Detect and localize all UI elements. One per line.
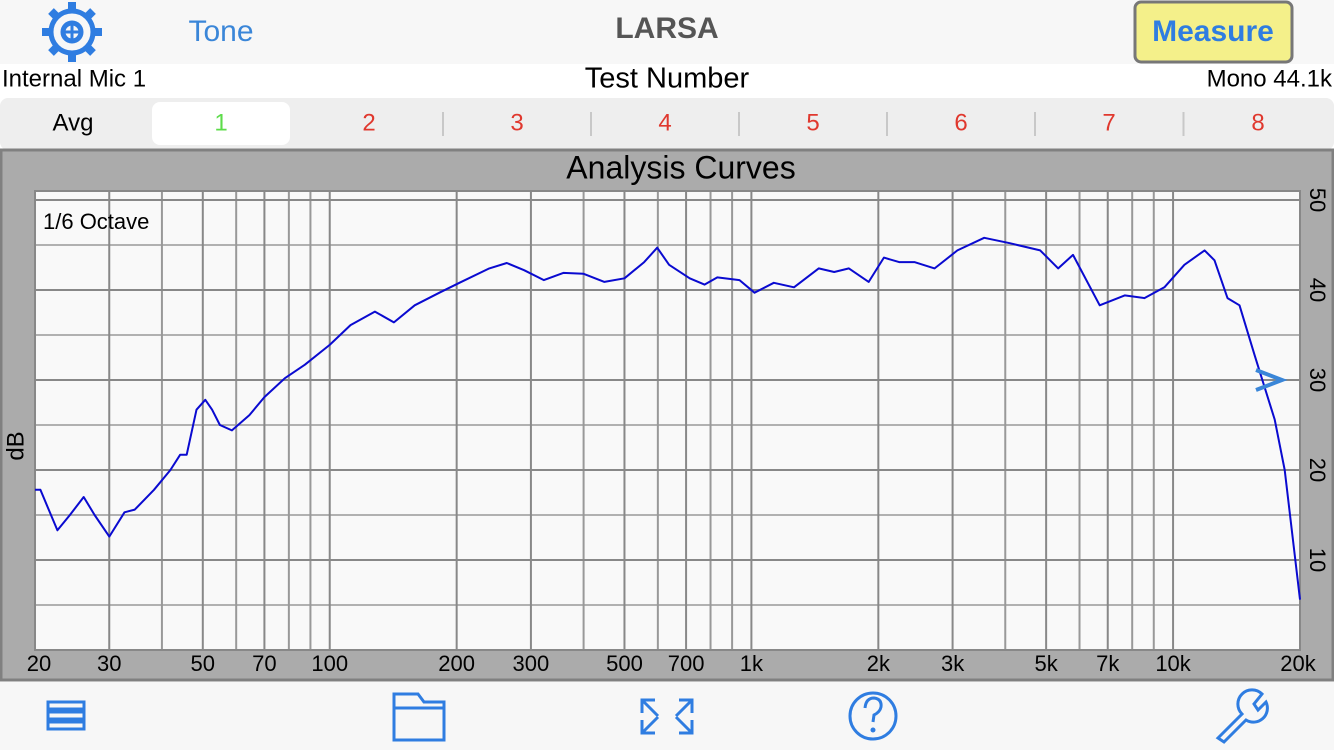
folder-icon[interactable] (392, 692, 446, 742)
cursor-marker[interactable] (1255, 368, 1288, 392)
settings-icon[interactable] (42, 2, 102, 62)
x-tick-label: 20k (1280, 651, 1316, 676)
x-tick-label: 30 (97, 651, 121, 676)
header-bar (0, 0, 1334, 64)
plot-area (35, 191, 1300, 650)
format-label: Mono 44.1k (1207, 65, 1333, 92)
response-curve (35, 236, 1301, 600)
tools-icon[interactable] (1215, 688, 1269, 744)
test-number: Test Number (585, 63, 750, 95)
tab[interactable]: 3 (510, 109, 523, 136)
tab[interactable]: 4 (658, 109, 671, 136)
y-tick-label: 50 (1305, 188, 1330, 212)
x-tick-label: 20 (27, 651, 51, 676)
x-tick-label: 300 (513, 651, 550, 676)
x-tick-label: 50 (191, 651, 215, 676)
x-tick-label: 500 (606, 651, 643, 676)
x-tick-label: 10k (1155, 651, 1191, 676)
tab[interactable]: 6 (954, 109, 967, 136)
tab[interactable]: 2 (362, 109, 375, 136)
x-tick-label: 2k (867, 651, 891, 676)
x-tick-label: 100 (311, 651, 348, 676)
tab[interactable]: 7 (1102, 109, 1115, 136)
tab[interactable]: Avg (53, 109, 94, 136)
y-tick-label: 40 (1305, 278, 1330, 302)
expand-icon[interactable] (640, 698, 694, 735)
y-tick-label: 20 (1305, 458, 1330, 482)
toolbar (0, 682, 1334, 750)
input-label: Internal Mic 1 (2, 65, 146, 92)
y-tick-label: 10 (1305, 548, 1330, 572)
x-tick-label: 7k (1096, 651, 1120, 676)
x-tick-label: 70 (252, 651, 276, 676)
y-tick-label: 30 (1305, 368, 1330, 392)
measure-button[interactable]: Measure (1152, 15, 1274, 48)
x-tick-label: 700 (668, 651, 705, 676)
menu-icon[interactable] (46, 700, 86, 731)
x-tick-label: 1k (740, 651, 764, 676)
y-axis-label: dB (2, 431, 29, 460)
tab[interactable]: 8 (1251, 109, 1264, 136)
x-tick-label: 3k (941, 651, 965, 676)
resolution-label: 1/6 Octave (43, 209, 149, 234)
measure-button-bg[interactable] (1133, 0, 1294, 64)
app-title: LARSA (615, 12, 718, 45)
tab[interactable]: 1 (214, 109, 227, 136)
x-tick-label: 200 (438, 651, 475, 676)
plot-border (34, 190, 1301, 651)
chart-title: Analysis Curves (566, 149, 795, 185)
tab[interactable]: 5 (806, 109, 819, 136)
tab-bar (0, 98, 1334, 150)
help-icon[interactable] (848, 691, 898, 741)
tone-button[interactable]: Tone (188, 15, 253, 48)
x-tick-label: 5k (1035, 651, 1059, 676)
tab-selected-bg (152, 102, 290, 145)
